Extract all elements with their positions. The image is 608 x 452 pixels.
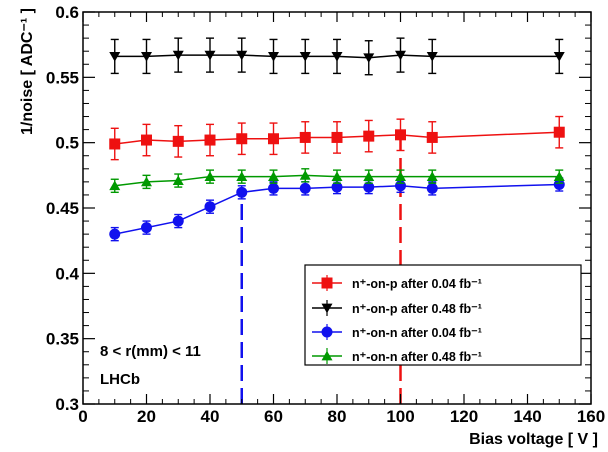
data-point bbox=[299, 182, 311, 194]
data-point bbox=[109, 138, 121, 150]
data-point bbox=[204, 201, 216, 213]
data-point bbox=[363, 171, 375, 182]
data-point bbox=[236, 171, 248, 182]
data-point bbox=[331, 52, 343, 62]
series-line bbox=[114, 174, 560, 187]
data-point bbox=[109, 52, 121, 62]
data-point bbox=[426, 182, 438, 194]
data-point bbox=[141, 222, 152, 234]
legend-label: n⁺-on-n after 0.04 fb⁻¹ bbox=[352, 326, 482, 340]
data-point bbox=[299, 170, 311, 180]
data-point bbox=[268, 133, 279, 145]
data-point bbox=[236, 50, 248, 61]
data-point bbox=[141, 134, 152, 146]
legend: n⁺-on-p after 0.04 fb⁻¹ n⁺-on-p after 0.4… bbox=[304, 264, 582, 366]
y-tick-label: 0.55 bbox=[46, 68, 79, 87]
data-point bbox=[109, 180, 121, 191]
series-layer bbox=[109, 37, 565, 242]
data-point bbox=[172, 175, 184, 185]
legend-label: n⁺-on-p after 0.04 fb⁻¹ bbox=[352, 277, 482, 291]
x-tick-label: 60 bbox=[264, 407, 283, 426]
series-line bbox=[114, 54, 560, 59]
data-point bbox=[299, 131, 311, 143]
data-point bbox=[236, 186, 248, 198]
lhcb-label: LHCb bbox=[100, 371, 140, 388]
x-axis-label: Bias voltage [ V ] bbox=[469, 431, 598, 448]
x-tick-label: 0 bbox=[78, 407, 87, 426]
x-tick-label: 40 bbox=[201, 407, 220, 426]
data-point bbox=[426, 171, 438, 182]
data-point bbox=[553, 171, 565, 182]
data-point bbox=[141, 52, 152, 62]
data-point bbox=[236, 133, 248, 145]
data-point bbox=[109, 228, 121, 240]
data-point bbox=[395, 129, 406, 141]
data-point bbox=[553, 126, 565, 138]
data-point bbox=[426, 131, 438, 143]
x-tick-label: 20 bbox=[137, 407, 156, 426]
data-point bbox=[321, 350, 333, 361]
data-point bbox=[363, 53, 375, 63]
y-tick-label: 0.5 bbox=[55, 134, 79, 153]
data-point bbox=[426, 52, 438, 62]
legend-label: n⁺-on-p after 0.48 fb⁻¹ bbox=[352, 302, 482, 316]
data-point bbox=[268, 52, 279, 62]
data-point bbox=[299, 52, 311, 62]
series-2 bbox=[109, 37, 565, 76]
axis-tick-labels: 0 20 40 60 80 100 120 140 160 0.3 0.35 0.4 0.45 0.5 0.… bbox=[46, 3, 605, 426]
x-tick-label: 140 bbox=[513, 407, 541, 426]
y-tick-label: 0.3 bbox=[55, 395, 79, 414]
data-point bbox=[204, 134, 216, 146]
y-tick-label: 0.6 bbox=[55, 3, 79, 22]
x-tick-label: 120 bbox=[450, 407, 478, 426]
x-tick-label: 160 bbox=[577, 407, 605, 426]
x-tick-label: 100 bbox=[386, 407, 414, 426]
data-point bbox=[321, 303, 333, 314]
y-tick-label: 0.45 bbox=[46, 199, 79, 218]
data-point bbox=[268, 171, 279, 182]
data-point bbox=[172, 215, 184, 227]
series-1 bbox=[109, 115, 565, 161]
data-point bbox=[331, 171, 343, 182]
legend-items: n⁺-on-p after 0.04 fb⁻¹ n⁺-on-p after 0.4… bbox=[312, 275, 482, 364]
data-point bbox=[363, 181, 375, 193]
series-4 bbox=[109, 168, 565, 194]
data-point bbox=[321, 326, 333, 338]
data-point bbox=[553, 178, 565, 190]
data-point bbox=[321, 277, 333, 289]
y-tick-label: 0.35 bbox=[46, 330, 79, 349]
legend-box bbox=[304, 264, 582, 366]
data-point bbox=[331, 181, 343, 193]
y-tick-label: 0.4 bbox=[55, 264, 79, 283]
legend-label: n⁺-on-n after 0.48 fb⁻¹ bbox=[352, 350, 482, 364]
data-point bbox=[268, 182, 279, 194]
data-point bbox=[204, 171, 216, 182]
radius-annotation: 8 < r(mm) < 11 bbox=[100, 343, 201, 360]
axis-ticks bbox=[82, 11, 592, 405]
data-point bbox=[172, 50, 184, 61]
data-point bbox=[204, 50, 216, 61]
data-point bbox=[172, 135, 184, 147]
data-point bbox=[553, 52, 565, 62]
data-point bbox=[331, 131, 343, 143]
data-point bbox=[395, 171, 406, 182]
data-point bbox=[395, 50, 406, 61]
y-axis-label: 1/noise [ ADC⁻¹ ] bbox=[19, 8, 36, 135]
x-tick-label: 80 bbox=[328, 407, 347, 426]
reference-lines bbox=[240, 134, 402, 404]
data-point bbox=[363, 130, 375, 142]
data-point bbox=[141, 176, 152, 187]
